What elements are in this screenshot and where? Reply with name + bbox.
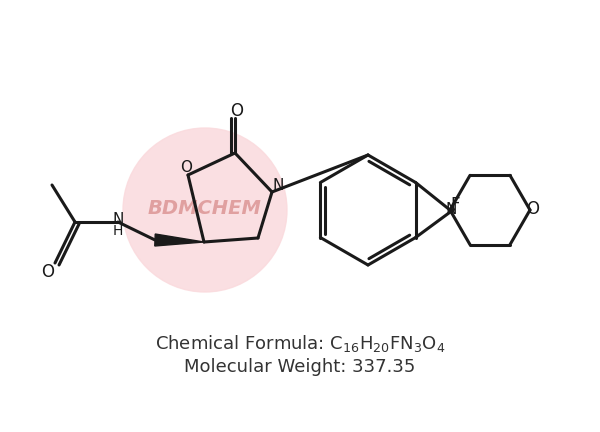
Text: N: N bbox=[272, 178, 284, 193]
Text: O: O bbox=[527, 200, 539, 218]
Text: N: N bbox=[112, 212, 124, 226]
Text: O: O bbox=[41, 263, 55, 281]
Text: BDMCHEM: BDMCHEM bbox=[148, 198, 262, 217]
Text: O: O bbox=[180, 159, 192, 175]
Text: H: H bbox=[113, 224, 123, 238]
Circle shape bbox=[123, 128, 287, 292]
Text: Chemical Formula: $\mathregular{C_{16}H_{20}FN_{3}O_{4}}$: Chemical Formula: $\mathregular{C_{16}H_… bbox=[155, 334, 445, 355]
Text: F: F bbox=[450, 196, 460, 213]
Polygon shape bbox=[155, 234, 204, 246]
Text: O: O bbox=[230, 102, 244, 120]
Text: N: N bbox=[445, 201, 457, 216]
Text: Molecular Weight: 337.35: Molecular Weight: 337.35 bbox=[184, 358, 416, 376]
